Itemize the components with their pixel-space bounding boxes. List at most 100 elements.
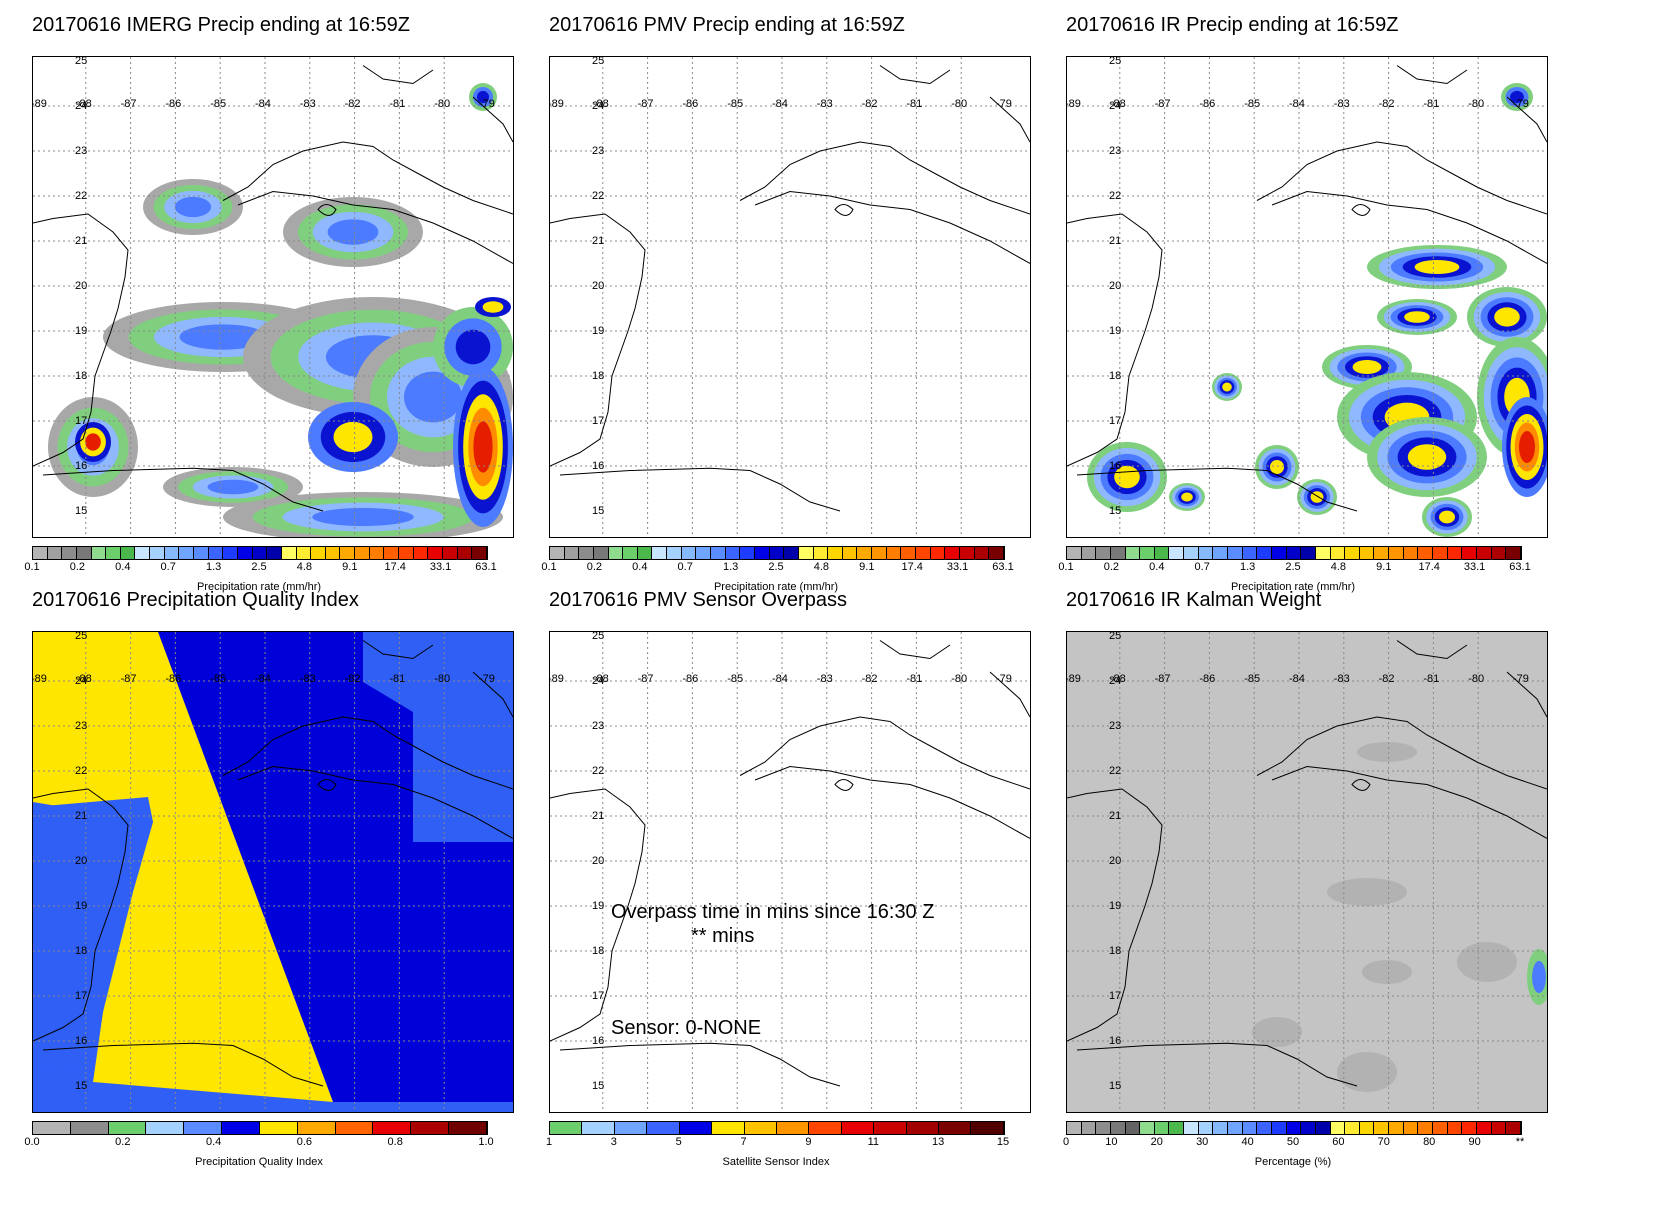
lat-label: 16 <box>592 460 605 472</box>
lat-label: 21 <box>75 235 88 247</box>
lon-label: -83 <box>1333 98 1350 110</box>
lat-label: 19 <box>592 900 605 912</box>
colorbar-tick-label: 63.1 <box>992 561 1014 573</box>
colorbar-swatch <box>901 547 917 559</box>
colorbar-swatch <box>267 547 282 559</box>
lon-label: -83 <box>1333 673 1350 685</box>
precip-map: 25 24 23 22 21 20 19 18 17 16 15 -89 -88 -87 -86 -85 -84… <box>32 56 514 538</box>
colorbar-swatch <box>712 1122 745 1134</box>
colorbar-tick-label: 20 <box>1150 1136 1163 1148</box>
lat-label: 22 <box>1109 765 1122 777</box>
colorbar-swatch <box>776 1122 810 1134</box>
colorbar-tick-label: 9.1 <box>859 561 875 573</box>
lon-label: -86 <box>1199 673 1216 685</box>
colorbar-swatch <box>1359 1122 1375 1134</box>
colorbar-swatch <box>1110 547 1126 559</box>
lon-label: -81 <box>389 673 406 685</box>
lon-label: -87 <box>1154 673 1171 685</box>
colorbar-tick-label: 1.3 <box>1239 561 1256 573</box>
lat-label: 20 <box>75 855 88 867</box>
colorbar-swatch <box>335 1122 374 1134</box>
lat-label: 20 <box>592 280 605 292</box>
panel-title: 20170616 IMERG Precip ending at 16:59Z <box>32 14 411 36</box>
lat-label: 25 <box>1109 56 1122 67</box>
colorbar-swatch <box>222 1122 260 1134</box>
colorbar-swatch <box>809 1122 842 1134</box>
lat-label: 17 <box>75 990 88 1002</box>
lon-label: -89 <box>549 98 564 110</box>
colorbar-unit-label: Precipitation Quality Index <box>195 1156 323 1168</box>
precip-map: 25 24 23 22 21 20 19 18 17 16 15 -89 -88 -87 -86 -85 -84… <box>549 56 1031 538</box>
colorbar-swatch <box>725 547 741 559</box>
lon-label: -81 <box>1423 98 1440 110</box>
lat-label: 16 <box>75 1035 88 1047</box>
colorbar-tick-label: 15 <box>996 1136 1010 1148</box>
colorbar-tick-label: 0.1 <box>1058 561 1074 573</box>
panel-title: 20170616 Precipitation Quality Index <box>32 589 359 611</box>
colorbar-swatch <box>1359 547 1375 559</box>
lat-label: 17 <box>75 415 88 427</box>
kalman-map: 25 24 23 22 21 20 19 18 17 16 15 -89 -88 -87 -86 -85 -84… <box>1066 631 1548 1113</box>
lon-label: -85 <box>727 673 744 685</box>
colorbar-swatch <box>1418 547 1434 559</box>
colorbar-swatch <box>1228 1122 1243 1134</box>
colorbar-swatch <box>1081 1122 1097 1134</box>
quality-map: 25 24 23 22 21 20 19 18 17 16 15 -89 -88 -87 -86 -85 -84… <box>32 631 514 1113</box>
lon-label: -85 <box>727 98 744 110</box>
colorbar-swatch <box>413 547 429 559</box>
lat-label: 25 <box>1109 631 1122 642</box>
lon-label: -80 <box>434 673 451 685</box>
colorbar-swatch <box>1301 547 1316 559</box>
lon-label: -89 <box>32 98 47 110</box>
colorbar-swatch <box>1389 1122 1404 1134</box>
sensor-map: 25 24 23 22 21 20 19 18 17 16 15 -89 -88 -87 -86 -85 -84… <box>549 631 1031 1113</box>
colorbar-tick-label: 2.5 <box>251 561 267 573</box>
colorbar-tick-label: 0.2 <box>69 561 86 573</box>
colorbar-swatch <box>1447 547 1463 559</box>
colorbar-swatch <box>813 547 829 559</box>
colorbar-tick-label: 0.7 <box>1194 561 1210 573</box>
colorbar-swatch <box>1330 547 1346 559</box>
panel-quality-index: 20170616 Precipitation Quality Index 25 2… <box>24 589 552 1179</box>
lat-label: 16 <box>592 1035 605 1047</box>
colorbar-swatch <box>754 547 770 559</box>
colorbar-swatch <box>1198 547 1214 559</box>
colorbar-swatch <box>623 547 638 559</box>
colorbar-tick-label: 17.4 <box>1418 561 1440 573</box>
colorbar-tick-label: 0.0 <box>24 1136 40 1148</box>
colorbar-swatch <box>91 547 107 559</box>
colorbar-swatch <box>1067 1122 1082 1134</box>
colorbar-swatch <box>208 547 224 559</box>
lat-label: 23 <box>1109 720 1122 732</box>
colorbar-swatch <box>1330 1122 1346 1134</box>
colorbar-swatch <box>1242 547 1258 559</box>
lon-label: -81 <box>1423 673 1440 685</box>
colorbar-swatch <box>857 547 873 559</box>
colorbar-tick-label: 17.4 <box>901 561 923 573</box>
lon-label: -83 <box>816 98 833 110</box>
colorbar-swatch <box>1476 1122 1492 1134</box>
lat-label: 21 <box>592 810 605 822</box>
colorbar-swatch <box>1418 1122 1434 1134</box>
colorbar-swatch <box>384 547 400 559</box>
lat-label: 24 <box>75 675 88 687</box>
colorbar-swatch <box>1491 547 1507 559</box>
colorbar-swatch <box>76 547 92 559</box>
lat-label: 20 <box>1109 280 1122 292</box>
colorbar-swatch <box>1403 547 1419 559</box>
colorbar-swatch <box>1491 1122 1507 1134</box>
colorbar-tick-label: 63.1 <box>475 561 497 573</box>
colorbar-swatch <box>564 547 580 559</box>
lon-label: -87 <box>637 98 654 110</box>
colorbar-unit-label: Precipitation rate (mm/hr) <box>196 581 322 593</box>
lon-label: -84 <box>1289 98 1305 110</box>
colorbar-unit-label: Precipitation rate (mm/hr) <box>1230 581 1356 593</box>
colorbar <box>1066 546 1522 560</box>
colorbar-swatch <box>150 547 165 559</box>
lat-label: 21 <box>75 810 88 822</box>
colorbar-tick-label: 4.8 <box>1330 561 1347 573</box>
lon-label: -89 <box>1066 98 1081 110</box>
colorbar-swatch <box>33 547 48 559</box>
colorbar-swatch <box>652 547 668 559</box>
colorbar-swatch <box>1169 1122 1185 1134</box>
